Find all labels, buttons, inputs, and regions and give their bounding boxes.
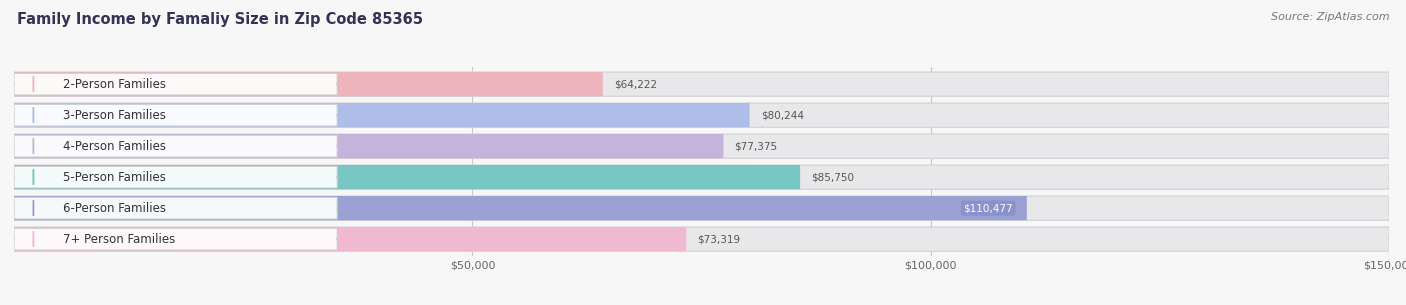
Text: $64,222: $64,222	[614, 79, 657, 89]
Text: 6-Person Families: 6-Person Families	[62, 202, 166, 215]
FancyBboxPatch shape	[14, 197, 337, 219]
FancyBboxPatch shape	[14, 227, 1389, 251]
FancyBboxPatch shape	[14, 135, 337, 157]
FancyBboxPatch shape	[14, 134, 723, 158]
FancyBboxPatch shape	[14, 73, 337, 95]
Text: 5-Person Families: 5-Person Families	[62, 171, 166, 184]
FancyBboxPatch shape	[14, 196, 1389, 220]
FancyBboxPatch shape	[14, 134, 1389, 158]
FancyBboxPatch shape	[14, 103, 1389, 127]
Text: 3-Person Families: 3-Person Families	[62, 109, 166, 122]
Text: $73,319: $73,319	[697, 234, 741, 244]
Text: 7+ Person Families: 7+ Person Families	[62, 233, 174, 246]
FancyBboxPatch shape	[14, 196, 1026, 220]
Text: $110,477: $110,477	[963, 203, 1014, 213]
FancyBboxPatch shape	[14, 165, 800, 189]
FancyBboxPatch shape	[14, 165, 1389, 189]
Text: 4-Person Families: 4-Person Families	[62, 140, 166, 152]
Text: $77,375: $77,375	[734, 141, 778, 151]
FancyBboxPatch shape	[14, 166, 337, 188]
FancyBboxPatch shape	[14, 227, 686, 251]
Text: Source: ZipAtlas.com: Source: ZipAtlas.com	[1271, 12, 1389, 22]
FancyBboxPatch shape	[14, 72, 1389, 96]
Text: $85,750: $85,750	[811, 172, 853, 182]
FancyBboxPatch shape	[14, 228, 337, 250]
Text: $80,244: $80,244	[761, 110, 804, 120]
Text: Family Income by Famaliy Size in Zip Code 85365: Family Income by Famaliy Size in Zip Cod…	[17, 12, 423, 27]
Text: 2-Person Families: 2-Person Families	[62, 78, 166, 91]
FancyBboxPatch shape	[14, 72, 603, 96]
FancyBboxPatch shape	[14, 104, 337, 126]
FancyBboxPatch shape	[14, 103, 749, 127]
